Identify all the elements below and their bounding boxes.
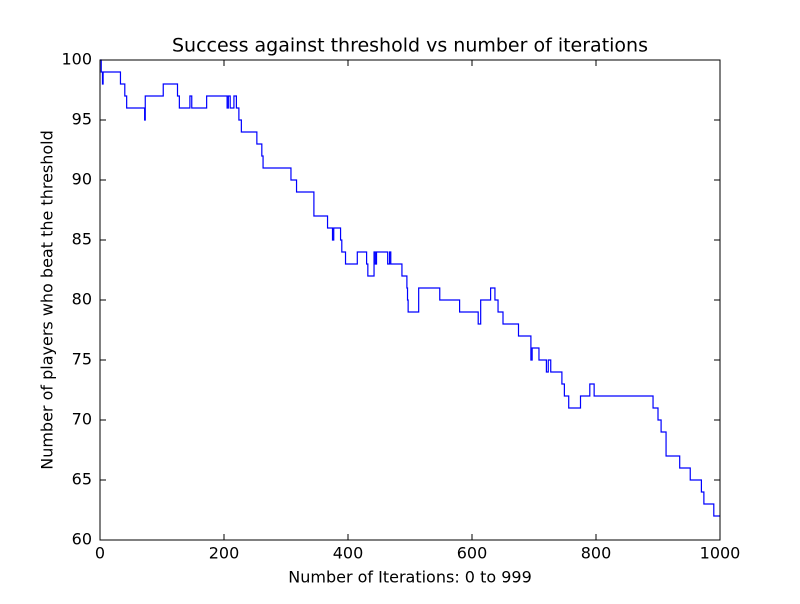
x-tick-label: 200: [209, 544, 240, 563]
x-tick-label: 0: [95, 544, 105, 563]
y-tick-label: 60: [72, 530, 92, 549]
x-tick-label: 800: [581, 544, 612, 563]
plot-frame: [99, 59, 721, 541]
y-tick-label: 90: [72, 170, 92, 189]
x-tick-label: 600: [457, 544, 488, 563]
x-tick-label: 1000: [700, 544, 741, 563]
data-line: [100, 59, 720, 517]
x-axis-label: Number of Iterations: 0 to 999: [288, 568, 532, 587]
x-tick-label: 400: [333, 544, 364, 563]
y-tick-label: 75: [72, 350, 92, 369]
y-tick-label: 100: [61, 50, 92, 69]
y-tick-label: 95: [72, 110, 92, 129]
y-axis-label: Number of players who beat the threshold: [38, 130, 57, 470]
y-tick-label: 65: [72, 470, 92, 489]
y-tick-label: 85: [72, 230, 92, 249]
chart-title: Success against threshold vs number of i…: [172, 35, 648, 57]
y-tick-label: 80: [72, 290, 92, 309]
y-tick-label: 70: [72, 410, 92, 429]
